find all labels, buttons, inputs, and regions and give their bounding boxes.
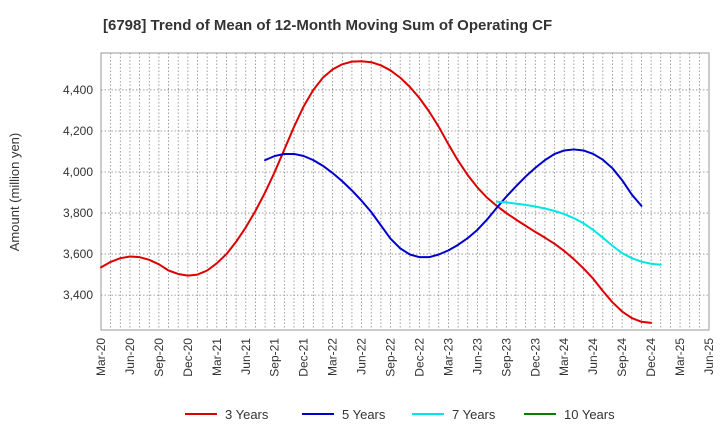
x-tick-label: Sep-22: [384, 338, 398, 377]
y-tick-label: 4,200: [63, 124, 93, 138]
x-tick-label: Mar-25: [673, 338, 687, 376]
x-tick-label: Jun-21: [239, 338, 253, 375]
x-tick-label: Mar-20: [94, 338, 108, 376]
x-tick-label: Mar-21: [210, 338, 224, 376]
x-tick-label: Sep-20: [152, 338, 166, 377]
x-tick-label: Jun-20: [123, 338, 137, 375]
legend-label: 10 Years: [564, 407, 615, 422]
x-tick-label: Sep-21: [268, 338, 282, 377]
y-tick-label: 3,800: [63, 206, 93, 220]
legend-label: 3 Years: [225, 407, 269, 422]
x-tick-label: Dec-24: [644, 338, 658, 377]
y-tick-label: 3,600: [63, 247, 93, 261]
y-tick-label: 3,400: [63, 288, 93, 302]
legend-label: 7 Years: [452, 407, 496, 422]
x-tick-label: Dec-21: [297, 338, 311, 377]
legend-label: 5 Years: [342, 407, 386, 422]
x-tick-label: Jun-23: [470, 338, 484, 375]
series-layer: [100, 60, 662, 324]
x-tick-label: Dec-20: [181, 338, 195, 377]
x-tick-label: Jun-24: [586, 338, 600, 375]
x-tick-label: Mar-22: [326, 338, 340, 376]
series-line-7-years: [495, 200, 662, 266]
chart-title: [6798] Trend of Mean of 12-Month Moving …: [103, 17, 552, 34]
x-tick-label: Dec-23: [528, 338, 542, 377]
series-line-3-years: [100, 60, 653, 324]
grid-layer: [101, 53, 709, 330]
y-tick-label: 4,000: [63, 165, 93, 179]
x-tick-label: Sep-24: [615, 338, 629, 377]
y-axis-label: Amount (million yen): [7, 133, 22, 252]
x-tick-layer: Mar-20 Jun-20 Sep-20 Dec-20 Mar-21 Jun-21 Sep-…: [94, 338, 716, 377]
plot-frame: [100, 52, 710, 331]
y-tick-label: 4,400: [63, 83, 93, 97]
series-line-5-years: [264, 148, 643, 259]
x-tick-label: Dec-22: [412, 338, 426, 377]
legend: 3 Years 5 Years 7 Years 10 Years: [185, 407, 615, 422]
y-tick-layer: 3,400 3,600 3,800 4,000 4,200 4,400: [63, 83, 93, 302]
x-tick-label: Mar-23: [441, 338, 455, 376]
x-tick-label: Sep-23: [499, 338, 513, 377]
x-tick-label: Mar-24: [557, 338, 571, 376]
x-tick-label: Jun-22: [355, 338, 369, 375]
x-tick-label: Jun-25: [702, 338, 716, 375]
